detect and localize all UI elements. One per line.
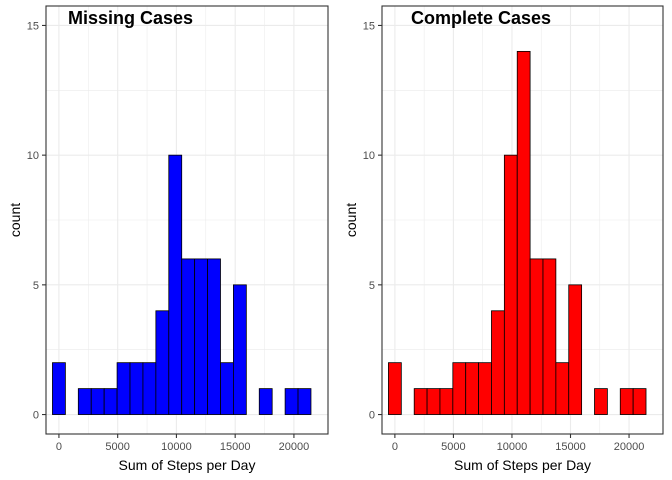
- x-tick-label: 10000: [497, 441, 528, 453]
- histogram-bar: [529, 258, 544, 415]
- x-tick-label: 0: [56, 441, 62, 453]
- y-tick-label: 5: [369, 280, 375, 292]
- histogram-bar: [220, 362, 234, 415]
- histogram-bar: [297, 388, 312, 415]
- y-tick-label: 10: [27, 150, 39, 162]
- panel-border: [45, 5, 329, 435]
- y-tick-label: 15: [27, 20, 39, 32]
- histogram-bar: [491, 310, 505, 415]
- histogram-bar: [594, 388, 608, 415]
- histogram-bar: [465, 362, 479, 415]
- histogram-bar: [77, 388, 92, 415]
- histogram-bar: [516, 50, 531, 415]
- plot-title: Complete Cases: [411, 8, 551, 28]
- x-tick-label: 20000: [279, 441, 310, 453]
- histogram-bar: [439, 388, 454, 415]
- histogram-bar: [129, 362, 144, 415]
- histogram-bar: [452, 362, 467, 415]
- histogram-bar: [568, 284, 583, 415]
- x-tick-label: 5000: [441, 441, 465, 453]
- x-tick-label: 0: [392, 441, 398, 453]
- x-tick-label: 15000: [555, 441, 586, 453]
- complete-cases-panel: 0 5000 10000 15000 20000 0 5 10 15 Sum of Steps p…: [343, 5, 664, 473]
- y-tick-label: 0: [33, 410, 39, 422]
- histogram-bar: [555, 362, 570, 415]
- x-tick-label: 15000: [220, 441, 251, 453]
- histogram-bar: [503, 154, 518, 415]
- histogram-bar: [388, 362, 402, 415]
- histogram-bar: [542, 258, 557, 415]
- histogram-bar: [258, 388, 273, 415]
- histogram-bar: [426, 388, 441, 415]
- x-tick-label: 5000: [105, 441, 129, 453]
- histogram-bar: [155, 310, 170, 415]
- histogram-bar: [233, 284, 247, 415]
- histogram-bar: [619, 388, 634, 415]
- histogram-bar: [632, 388, 647, 415]
- missing-cases-panel: 0 5000 10000 15000 20000 0 5 10 15 Sum of Steps p…: [7, 5, 329, 473]
- y-tick-label: 15: [363, 20, 375, 32]
- x-tick-label: 20000: [614, 441, 645, 453]
- y-tick-label: 5: [33, 280, 39, 292]
- y-tick-label: 10: [363, 150, 375, 162]
- x-axis-title: Sum of Steps per Day: [454, 457, 591, 473]
- histogram-bar: [413, 388, 428, 415]
- panel-border: [381, 5, 664, 435]
- histogram-bar: [116, 362, 131, 415]
- y-axis-title: count: [343, 203, 359, 237]
- histogram-bar: [181, 258, 196, 415]
- histogram-bar: [90, 388, 105, 415]
- y-axis-title: count: [7, 203, 23, 237]
- histogram-bar: [142, 362, 157, 415]
- histogram-bar: [194, 258, 208, 415]
- histogram-bar: [478, 362, 492, 415]
- histogram-bar: [207, 258, 221, 415]
- histogram-bar: [103, 388, 118, 415]
- x-axis-title: Sum of Steps per Day: [119, 457, 256, 473]
- histogram-bar: [168, 154, 183, 415]
- histogram-bar: [284, 388, 299, 415]
- plot-title: Missing Cases: [68, 8, 193, 28]
- y-tick-label: 0: [369, 410, 375, 422]
- histogram-bar: [52, 362, 66, 415]
- x-tick-label: 10000: [161, 441, 192, 453]
